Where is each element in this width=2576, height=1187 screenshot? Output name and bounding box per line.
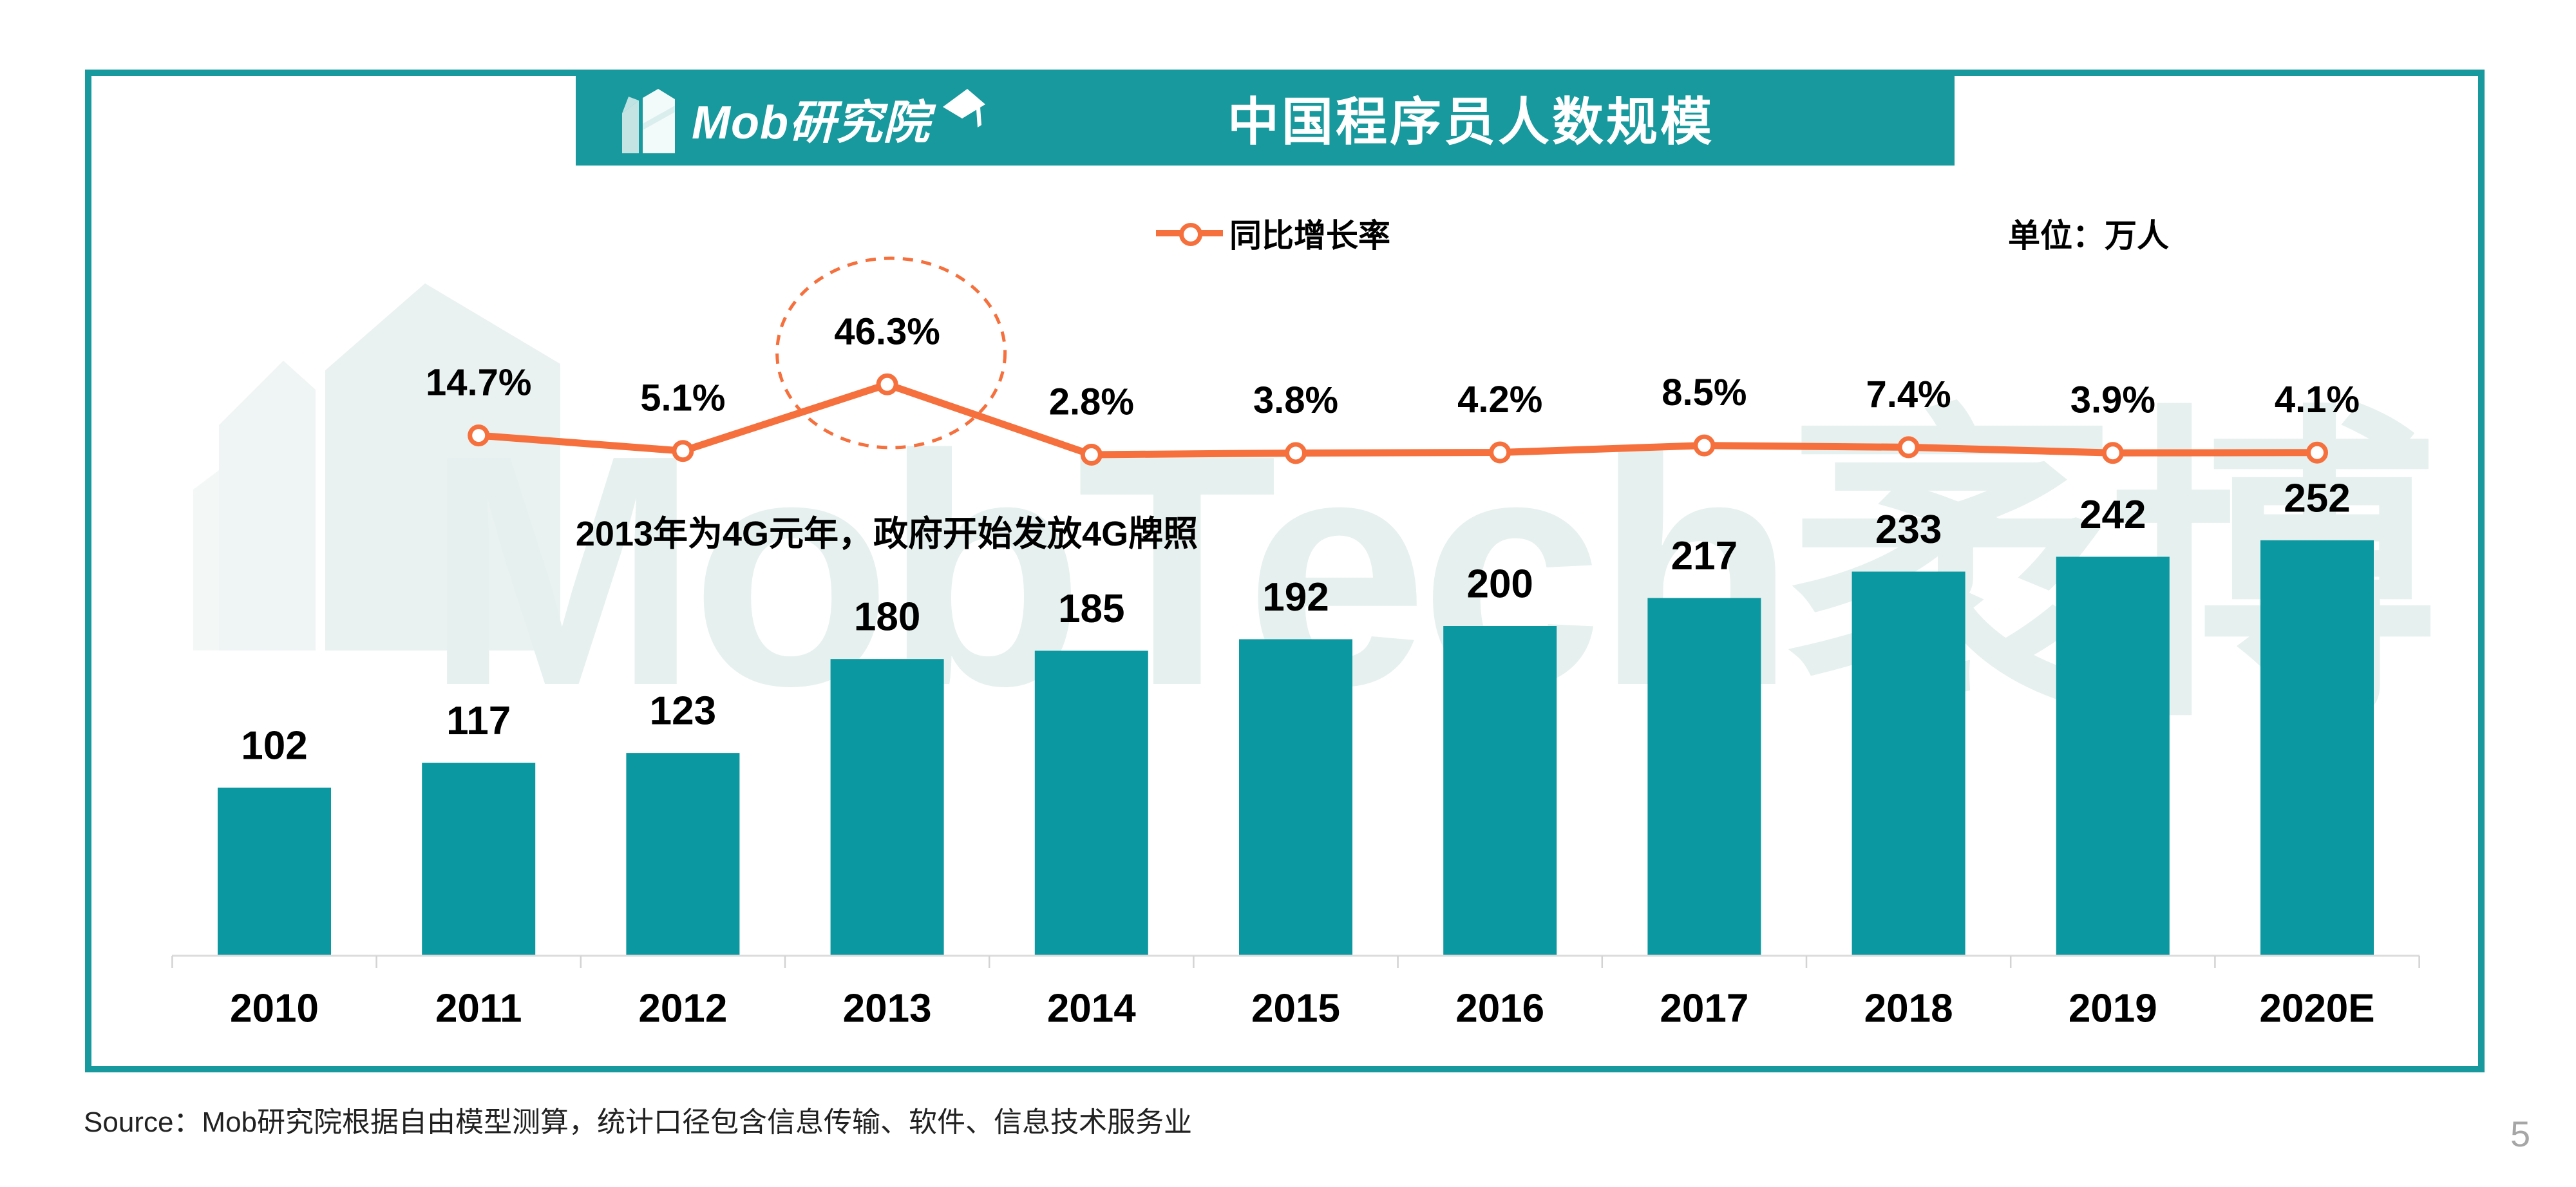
growth-marker-2019 [2101, 442, 2124, 464]
bar-2012 [626, 753, 740, 956]
annotation-4g: 2013年为4G元年，政府开始发放4G牌照 [575, 515, 1198, 553]
year-label-2017: 2017 [1660, 987, 1748, 1031]
year-label-2019: 2019 [2069, 987, 2157, 1031]
growth-marker-2011 [468, 424, 490, 447]
bar-2013 [830, 659, 944, 956]
growth-label-2018: 7.4% [1866, 374, 1951, 415]
legend-label: 同比增长率 [1229, 218, 1390, 254]
growth-marker-2015 [1285, 442, 1307, 464]
bar-2010 [218, 787, 331, 956]
bar-value-2013: 180 [854, 595, 920, 640]
growth-label-2011: 14.7% [426, 362, 531, 404]
mob-logo: Mob研究院 [618, 81, 985, 155]
bar-2018 [1852, 571, 1965, 956]
bar-value-2016: 200 [1466, 562, 1533, 607]
bar-2011 [422, 763, 536, 956]
growth-label-2014: 2.8% [1049, 381, 1134, 423]
chart-title: 中国程序员人数规模 [1227, 93, 1714, 151]
source-note: Source：Mob研究院根据自由模型测算，统计口径包含信息传输、软件、信息技术… [84, 1106, 1193, 1138]
year-label-2012: 2012 [638, 987, 727, 1031]
growth-marker-2013 [876, 373, 898, 395]
highlight-ellipse [775, 256, 1007, 450]
bar-value-2018: 233 [1875, 508, 1942, 552]
growth-label-2016: 4.2% [1457, 379, 1542, 421]
bar-value-2019: 242 [2079, 493, 2146, 537]
building-icon [622, 88, 675, 153]
growth-label-2020E: 4.1% [2275, 379, 2360, 421]
bar-value-2012: 123 [650, 689, 716, 734]
bar-value-2014: 185 [1058, 587, 1124, 631]
growth-marker-2018 [1897, 436, 1920, 459]
growth-label-2019: 3.9% [2070, 379, 2155, 421]
year-label-2018: 2018 [1864, 987, 1953, 1031]
year-label-2015: 2015 [1251, 987, 1340, 1031]
bar-value-2015: 192 [1262, 575, 1329, 620]
growth-marker-2012 [672, 440, 694, 462]
bar-2014 [1034, 650, 1148, 956]
logo-text: Mob研究院 [692, 97, 930, 149]
year-label-2014: 2014 [1047, 987, 1136, 1031]
bar-value-2020E: 252 [2284, 476, 2350, 520]
bar-value-2010: 102 [241, 723, 307, 768]
graduation-cap-icon [943, 89, 985, 128]
year-label-2013: 2013 [843, 987, 932, 1031]
year-label-2016: 2016 [1455, 987, 1544, 1031]
bar-2020E [2260, 540, 2374, 956]
growth-label-2013: 46.3% [834, 310, 940, 352]
unit-note: 单位：万人 [2008, 218, 2169, 254]
bar-2019 [2056, 556, 2170, 956]
page-number: 5 [2510, 1114, 2531, 1154]
bar-value-2017: 217 [1671, 534, 1738, 578]
year-label-2010: 2010 [230, 987, 319, 1031]
growth-label-2015: 3.8% [1253, 379, 1338, 421]
growth-marker-2016 [1489, 441, 1511, 464]
header-band: Mob研究院 中国程序员人数规模 [576, 70, 1955, 166]
growth-marker-2014 [1080, 443, 1103, 466]
growth-marker-2020E [2306, 441, 2328, 464]
growth-label-2017: 8.5% [1662, 372, 1747, 413]
growth-label-2012: 5.1% [640, 377, 725, 419]
growth-marker-2017 [1693, 434, 1716, 457]
growth-line [475, 381, 2321, 459]
legend: 同比增长率 [1156, 210, 1390, 256]
watermark-building-icon [193, 283, 560, 650]
bar-2017 [1647, 598, 1761, 956]
year-label-2011: 2011 [435, 987, 522, 1031]
bar-2015 [1239, 639, 1352, 956]
bar-value-2011: 117 [446, 699, 511, 743]
year-label-2020E: 2020E [2259, 987, 2374, 1031]
bar-2016 [1443, 626, 1557, 956]
line-circle-marker-icon [1156, 216, 1223, 250]
